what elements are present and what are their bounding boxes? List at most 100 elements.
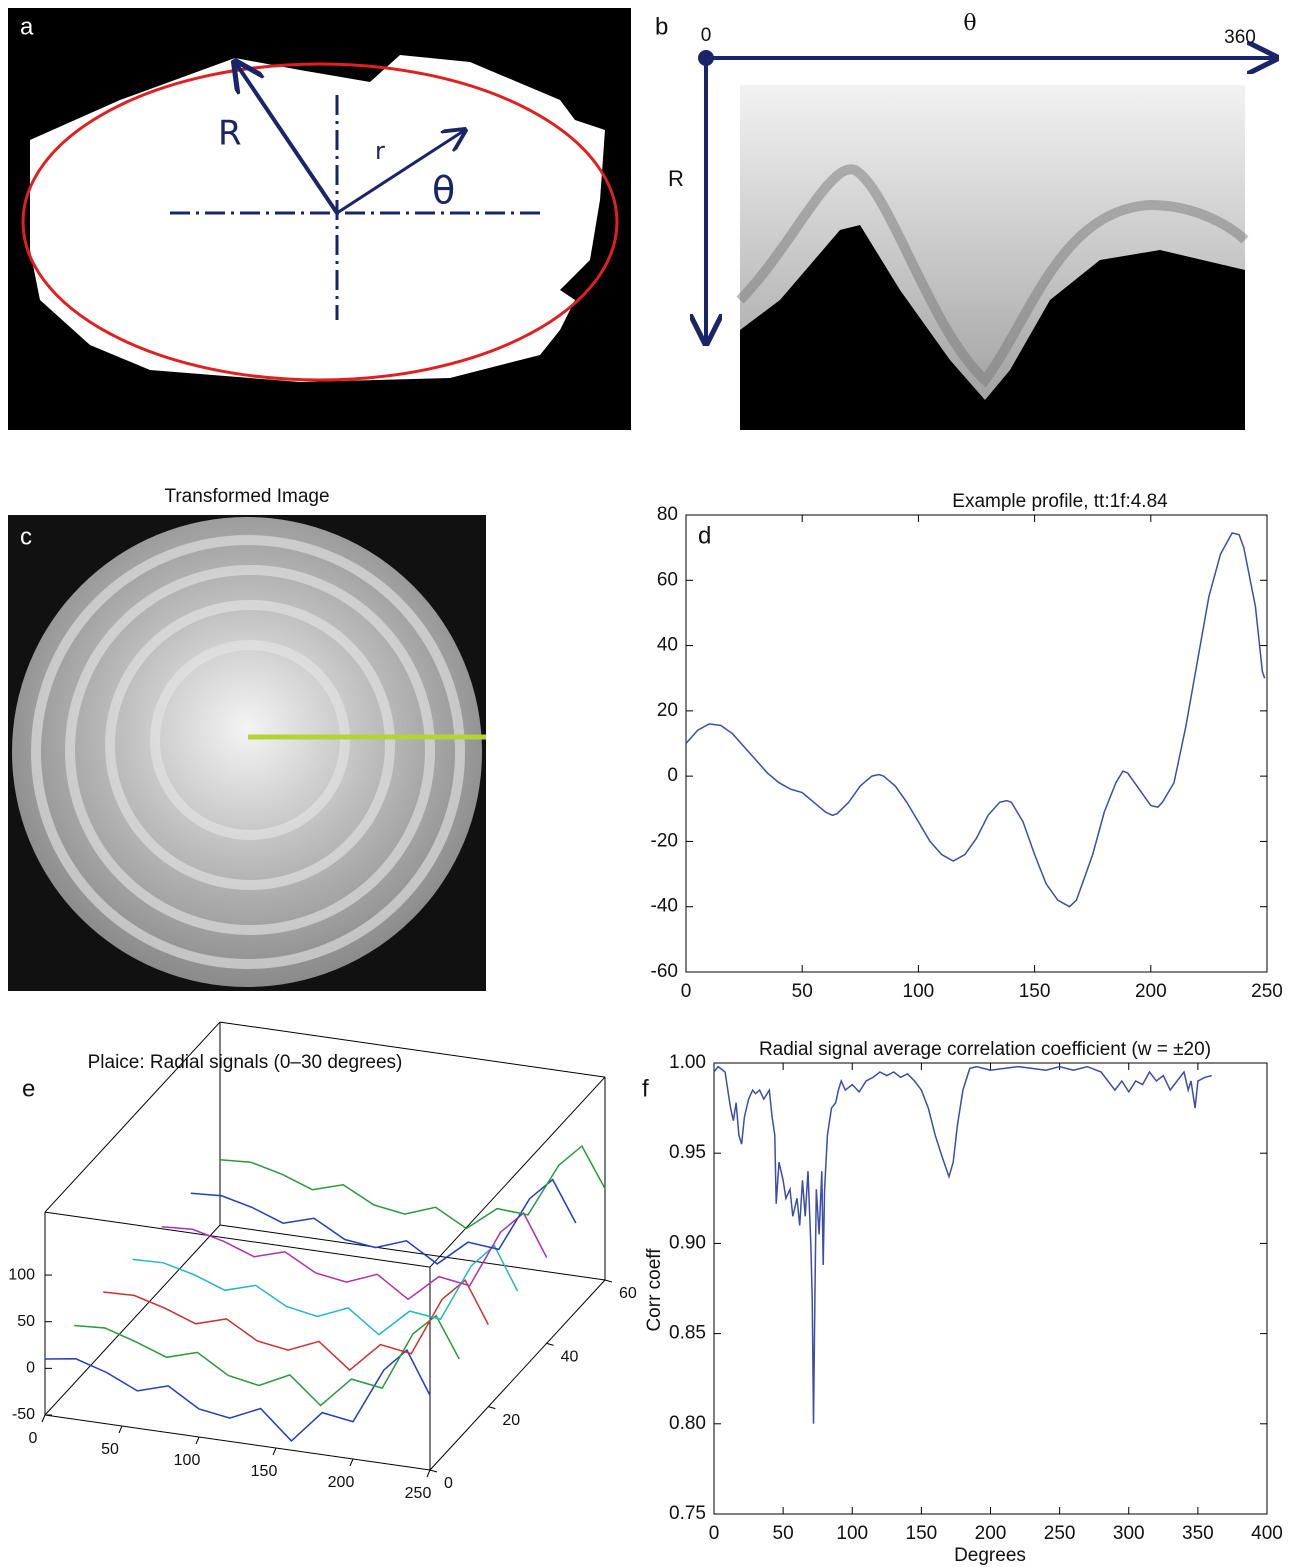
x-tick: [195, 1436, 200, 1445]
x-tick-label: 200: [1135, 981, 1167, 1002]
box-edge: [44, 1211, 431, 1268]
origin-dot: [698, 50, 714, 66]
data-line: [103, 1279, 489, 1372]
x-tick: [41, 1414, 46, 1423]
y-tick: [429, 1469, 438, 1473]
data-line: [219, 1144, 606, 1230]
panel-b: b 0 360 θ R: [655, 11, 1276, 430]
ring-band: [736, 164, 1249, 388]
x-tick-label: 350: [1182, 1523, 1214, 1544]
x-tick-label: 150: [251, 1463, 278, 1480]
panel-letter: a: [20, 13, 34, 40]
x-tick: [426, 1469, 431, 1478]
y-tick: [546, 1342, 554, 1346]
x-tick-label: 300: [1113, 1523, 1145, 1544]
x-tick-label: 0: [681, 981, 692, 1002]
box-edge: [219, 1021, 606, 1078]
data-line: [74, 1314, 460, 1407]
panel-letter: e: [22, 1075, 35, 1102]
chart-title: Plaice: Radial signals (0–30 degrees): [88, 1052, 403, 1073]
x-tick-label: 400: [1251, 1523, 1283, 1544]
y-tick-label: -60: [651, 961, 678, 982]
x-tick-label: 0: [701, 25, 712, 46]
x-tick-label: 150: [1019, 981, 1051, 1002]
data-line: [132, 1244, 519, 1336]
y-tick-label: 20: [502, 1412, 520, 1429]
box-edge: [429, 1076, 606, 1268]
panel-e: Plaice: Radial signals (0–30 degrees) e: [22, 1052, 402, 1102]
z-tick-label: -50: [12, 1406, 35, 1423]
y-tick-label: -40: [651, 896, 678, 917]
chart-title: Transformed Image: [164, 486, 329, 507]
data-line: [685, 532, 1266, 908]
y-tick-label: 20: [657, 700, 678, 721]
image-dark: [740, 225, 1245, 430]
panel-f: Radial signal average correlation coeffi…: [642, 1039, 1211, 1566]
box-edge: [44, 1224, 221, 1416]
panel-letter: b: [655, 13, 668, 40]
arrow: [336, 130, 465, 215]
y-tick-label: 0.90: [669, 1232, 706, 1253]
x-tick: [349, 1458, 354, 1467]
x-tick-label: 360: [1224, 27, 1256, 48]
panel-a: a R r θ: [8, 8, 631, 430]
x-tick-label: 250: [1044, 1523, 1076, 1544]
x-axis-label: θ: [963, 11, 976, 36]
annotation: θ: [432, 169, 455, 213]
y-tick-label: -20: [651, 830, 678, 851]
otolith: [12, 517, 482, 987]
x-tick-label: 0: [29, 1430, 38, 1447]
y-tick-label: 0: [667, 765, 678, 786]
box-edge: [44, 1414, 431, 1471]
arrow: [235, 62, 339, 215]
y-tick-label: 0: [444, 1475, 453, 1492]
x-tick-label: 200: [328, 1474, 355, 1491]
panel-c: Transformed Image c: [8, 486, 486, 991]
x-tick-label: 100: [174, 1452, 201, 1469]
y-axis-label: R: [668, 166, 684, 191]
annotation: R: [218, 114, 242, 154]
y-tick-label: 80: [657, 504, 678, 525]
box-edge: [429, 1279, 606, 1471]
z-tick-label: 50: [17, 1313, 35, 1330]
chart-title: Radial signal average correlation coeffi…: [759, 1039, 1211, 1060]
y-tick-label: 40: [561, 1349, 579, 1366]
y-tick-label: 0.75: [669, 1503, 706, 1524]
y-tick-label: 60: [657, 569, 678, 590]
x-tick-label: 250: [1251, 981, 1283, 1002]
y-tick-label: 0.85: [669, 1323, 706, 1344]
x-tick-label: 100: [903, 981, 935, 1002]
y-tick: [488, 1406, 496, 1410]
x-tick-label: 200: [975, 1523, 1007, 1544]
panel-d: Example profile, tt:1f:4.84 d: [698, 491, 1168, 549]
y-tick-label: 0.80: [669, 1413, 706, 1434]
x-axis-label: Degrees: [954, 1545, 1026, 1566]
x-tick-label: 250: [405, 1485, 432, 1502]
data-line: [190, 1178, 577, 1265]
x-tick: [272, 1447, 277, 1456]
annotation: r: [375, 137, 385, 165]
plot-frame: [713, 1062, 1268, 1515]
y-tick-label: 60: [619, 1285, 637, 1302]
box-edge: [219, 1224, 606, 1281]
data-line: [44, 1348, 431, 1442]
plot-frame: [685, 514, 1268, 973]
x-tick-label: 50: [773, 1523, 794, 1544]
panel-letter: f: [642, 1075, 649, 1102]
chart-title: Example profile, tt:1f:4.84: [952, 491, 1168, 512]
y-tick-label: 40: [657, 635, 678, 656]
box-edge: [44, 1021, 221, 1213]
y-tick: [604, 1279, 613, 1283]
z-tick-label: 100: [8, 1266, 35, 1283]
x-tick-label: 0: [709, 1523, 720, 1544]
x-tick-label: 100: [836, 1523, 868, 1544]
x-tick-label: 150: [906, 1523, 938, 1544]
data-line: [713, 1065, 1212, 1424]
growth-rings: [31, 535, 465, 969]
panel-letter: c: [20, 523, 32, 550]
data-line: [161, 1211, 548, 1301]
z-tick-label: 0: [26, 1360, 35, 1377]
x-tick-label: 50: [101, 1441, 119, 1458]
